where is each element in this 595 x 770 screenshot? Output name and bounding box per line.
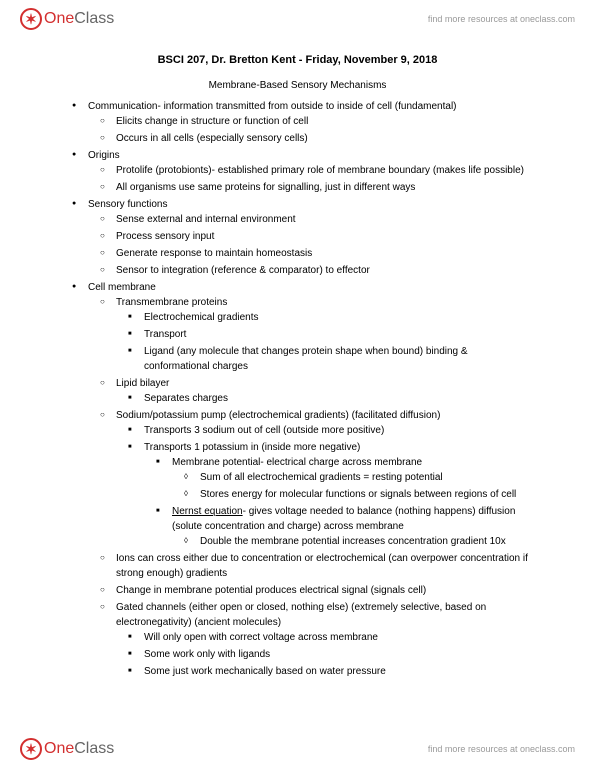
list-item: Sensory functions Sense external and int…: [60, 197, 535, 278]
list-item: Ions can cross either due to concentrati…: [88, 551, 535, 581]
list-item: Generate response to maintain homeostasi…: [88, 246, 535, 261]
footer-link[interactable]: find more resources at oneclass.com: [428, 744, 575, 754]
list-item: Separates charges: [116, 391, 535, 406]
text: Ions can cross either due to concentrati…: [116, 553, 528, 579]
list-item: Cell membrane Transmembrane proteins Ele…: [60, 280, 535, 679]
logo: ✶ OneClass: [20, 8, 114, 30]
page-footer: ✶ OneClass find more resources at onecla…: [0, 734, 595, 764]
text: Sensor to integration (reference & compa…: [116, 265, 370, 276]
text: Some work only with ligands: [144, 649, 270, 660]
list-item: Sense external and internal environment: [88, 212, 535, 227]
text: Generate response to maintain homeostasi…: [116, 248, 312, 259]
text: All organisms use same proteins for sign…: [116, 182, 415, 193]
list-item: Nernst equation- gives voltage needed to…: [144, 504, 535, 549]
list-item: Lipid bilayer Separates charges: [88, 376, 535, 406]
list-item: Protolife (protobionts)- established pri…: [88, 163, 535, 178]
text: Transports 1 potassium in (inside more n…: [144, 442, 360, 453]
text: Double the membrane potential increases …: [200, 536, 506, 547]
text: Separates charges: [144, 393, 228, 404]
text: Electrochemical gradients: [144, 312, 259, 323]
list-item: Process sensory input: [88, 229, 535, 244]
list-item: Communication- information transmitted f…: [60, 99, 535, 146]
list-item: Will only open with correct voltage acro…: [116, 630, 535, 645]
list-item: Sensor to integration (reference & compa…: [88, 263, 535, 278]
list-item: Change in membrane potential produces el…: [88, 583, 535, 598]
text: Sum of all electrochemical gradients = r…: [200, 472, 443, 483]
text: Change in membrane potential produces el…: [116, 585, 426, 596]
document-content: BSCI 207, Dr. Bretton Kent - Friday, Nov…: [0, 34, 595, 691]
text: Some just work mechanically based on wat…: [144, 666, 386, 677]
text: Communication- information transmitted f…: [88, 101, 457, 112]
text: Transmembrane proteins: [116, 297, 227, 308]
list-item: All organisms use same proteins for sign…: [88, 180, 535, 195]
list-item: Electrochemical gradients: [116, 310, 535, 325]
text: Stores energy for molecular functions or…: [200, 489, 516, 500]
list-item: Ligand (any molecule that changes protei…: [116, 344, 535, 374]
header-link[interactable]: find more resources at oneclass.com: [428, 14, 575, 24]
document-title: BSCI 207, Dr. Bretton Kent - Friday, Nov…: [60, 54, 535, 66]
list-item: Membrane potential- electrical charge ac…: [144, 455, 535, 502]
logo-text: OneClass: [44, 10, 114, 28]
logo-text: OneClass: [44, 740, 114, 758]
list-item: Transports 1 potassium in (inside more n…: [116, 440, 535, 549]
text: Will only open with correct voltage acro…: [144, 632, 378, 643]
list-item: Origins Protolife (protobionts)- establi…: [60, 148, 535, 195]
list-item: Transport: [116, 327, 535, 342]
list-item: Double the membrane potential increases …: [172, 534, 535, 549]
text: Process sensory input: [116, 231, 214, 242]
text-underline: Nernst equation: [172, 506, 243, 517]
list-item: Stores energy for molecular functions or…: [172, 487, 535, 502]
text: Sodium/potassium pump (electrochemical g…: [116, 410, 440, 421]
text: Ligand (any molecule that changes protei…: [144, 346, 468, 372]
text: Elicits change in structure or function …: [116, 116, 308, 127]
list-item: Sum of all electrochemical gradients = r…: [172, 470, 535, 485]
text: Transport: [144, 329, 186, 340]
logo-icon: ✶: [20, 8, 42, 30]
list-item: Some work only with ligands: [116, 647, 535, 662]
text: Occurs in all cells (especially sensory …: [116, 133, 308, 144]
document-subtitle: Membrane-Based Sensory Mechanisms: [60, 80, 535, 91]
list-item: Occurs in all cells (especially sensory …: [88, 131, 535, 146]
outline-root: Communication- information transmitted f…: [60, 99, 535, 679]
text: Protolife (protobionts)- established pri…: [116, 165, 524, 176]
text: Membrane potential- electrical charge ac…: [172, 457, 422, 468]
text: Sense external and internal environment: [116, 214, 296, 225]
text: Lipid bilayer: [116, 378, 169, 389]
text: Cell membrane: [88, 282, 156, 293]
logo: ✶ OneClass: [20, 738, 114, 760]
text: Gated channels (either open or closed, n…: [116, 602, 486, 628]
text: Origins: [88, 150, 120, 161]
text: Transports 3 sodium out of cell (outside…: [144, 425, 384, 436]
list-item: Transports 3 sodium out of cell (outside…: [116, 423, 535, 438]
text: Sensory functions: [88, 199, 168, 210]
list-item: Gated channels (either open or closed, n…: [88, 600, 535, 679]
logo-icon: ✶: [20, 738, 42, 760]
list-item: Elicits change in structure or function …: [88, 114, 535, 129]
list-item: Some just work mechanically based on wat…: [116, 664, 535, 679]
list-item: Transmembrane proteins Electrochemical g…: [88, 295, 535, 374]
list-item: Sodium/potassium pump (electrochemical g…: [88, 408, 535, 549]
page-header: ✶ OneClass find more resources at onecla…: [0, 0, 595, 34]
